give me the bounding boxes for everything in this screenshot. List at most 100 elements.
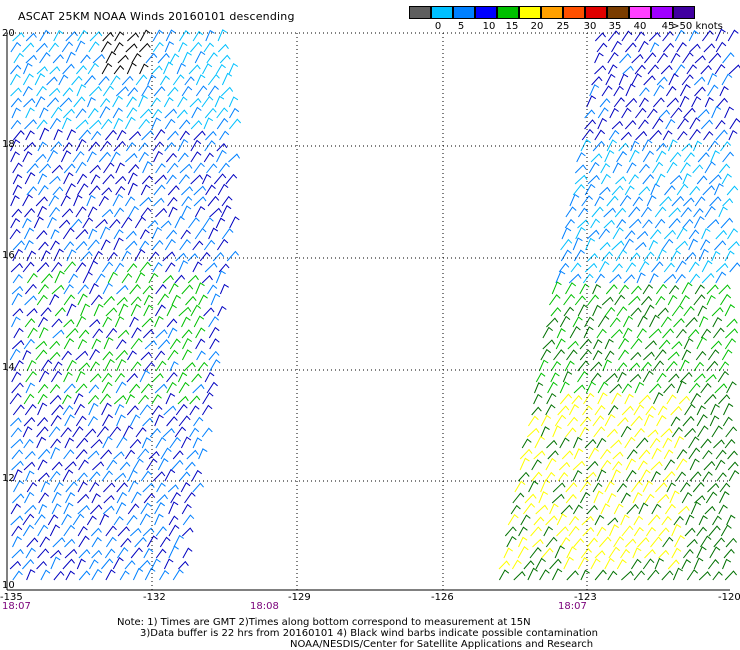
wind-barb [658, 549, 670, 559]
wind-barb [712, 571, 723, 581]
wind-barb [25, 32, 37, 42]
wind-barb [621, 570, 634, 581]
wind-barb [24, 208, 36, 218]
wind-barb [184, 76, 195, 86]
wind-barb [11, 285, 24, 295]
wind-barb [729, 118, 740, 130]
wind-barb [131, 327, 142, 339]
wind-barb [101, 381, 113, 394]
wind-barb [46, 76, 58, 86]
wind-barb [102, 31, 114, 42]
wind-barb [99, 393, 111, 405]
wind-barb [718, 504, 728, 515]
wind-barb [684, 427, 696, 438]
wind-barb [698, 571, 711, 581]
wind-barb [613, 536, 625, 548]
wind-barb [663, 229, 676, 240]
wind-barb [80, 303, 91, 317]
wind-barb [606, 428, 618, 438]
colorbar-label: >50 knots [671, 21, 723, 32]
wind-barb [100, 40, 112, 53]
wind-barb [545, 404, 556, 416]
wind-barb [192, 30, 204, 42]
wind-barb [152, 41, 164, 53]
wind-barb [688, 382, 701, 394]
wind-barb [226, 250, 239, 262]
wind-barb [693, 373, 706, 383]
wind-barb [682, 218, 694, 229]
wind-barb [112, 193, 124, 207]
wind-barb [208, 350, 220, 361]
wind-barb [157, 458, 169, 471]
wind-barb [217, 305, 227, 317]
wind-barb [147, 219, 159, 229]
wind-barb [621, 383, 633, 394]
wind-barb [127, 32, 140, 42]
wind-barb [78, 535, 90, 548]
wind-barb [65, 51, 76, 64]
wind-barb [164, 238, 176, 251]
wind-barb [116, 491, 128, 504]
wind-barb [46, 149, 58, 163]
wind-barb [715, 119, 726, 130]
wind-barb [70, 218, 83, 229]
wind-barb [179, 163, 193, 174]
wind-barb [674, 64, 686, 75]
wind-barb [713, 439, 725, 449]
wind-barb [41, 273, 53, 284]
wind-barb [177, 96, 188, 108]
wind-barb [573, 436, 583, 449]
wind-barb [102, 85, 115, 97]
wind-barb [53, 29, 64, 42]
wind-barb [562, 370, 573, 383]
wind-barb [678, 395, 690, 405]
wind-barb [120, 537, 132, 548]
wind-barb [169, 53, 180, 64]
wind-barb [65, 570, 75, 581]
wind-barb [82, 271, 93, 284]
wind-barb [23, 393, 35, 405]
wind-barb [113, 395, 127, 405]
wind-barb [622, 327, 633, 339]
wind-barb [148, 251, 160, 262]
wind-barb [204, 371, 215, 383]
wind-barb [63, 524, 76, 537]
wind-barb [152, 262, 163, 273]
wind-barb [670, 107, 683, 119]
wind-barb [48, 42, 59, 53]
wind-barb [37, 383, 49, 394]
wind-barb [12, 469, 23, 482]
wind-barb [719, 163, 731, 174]
wind-barb [702, 471, 713, 482]
wind-barb [707, 72, 718, 86]
wind-barb [138, 394, 149, 405]
wind-barb [692, 140, 703, 152]
wind-barb [642, 370, 654, 383]
wind-barb [697, 108, 710, 119]
wind-barb [521, 438, 532, 449]
wind-barb [710, 340, 722, 350]
wind-barb [598, 260, 610, 273]
wind-barb [181, 503, 192, 515]
wind-barb [216, 143, 228, 152]
wind-barb [584, 471, 597, 482]
wind-barb [577, 370, 589, 383]
wind-barb [192, 482, 204, 493]
wind-barb [116, 436, 128, 449]
wind-barb [128, 205, 139, 218]
wind-barb [229, 216, 240, 229]
wind-barb [551, 568, 563, 581]
wind-barb [63, 338, 75, 350]
wind-barb [723, 548, 735, 559]
wind-barb [151, 226, 162, 240]
wind-barb [127, 87, 139, 97]
wind-barb [567, 416, 578, 427]
wind-barb [519, 457, 530, 471]
wind-barb [181, 205, 192, 218]
wind-barb [653, 84, 665, 97]
wind-barb [565, 282, 577, 295]
wind-barb [569, 326, 581, 339]
wind-barb [12, 274, 23, 284]
wind-barb [10, 119, 22, 130]
wind-barb [721, 173, 732, 185]
